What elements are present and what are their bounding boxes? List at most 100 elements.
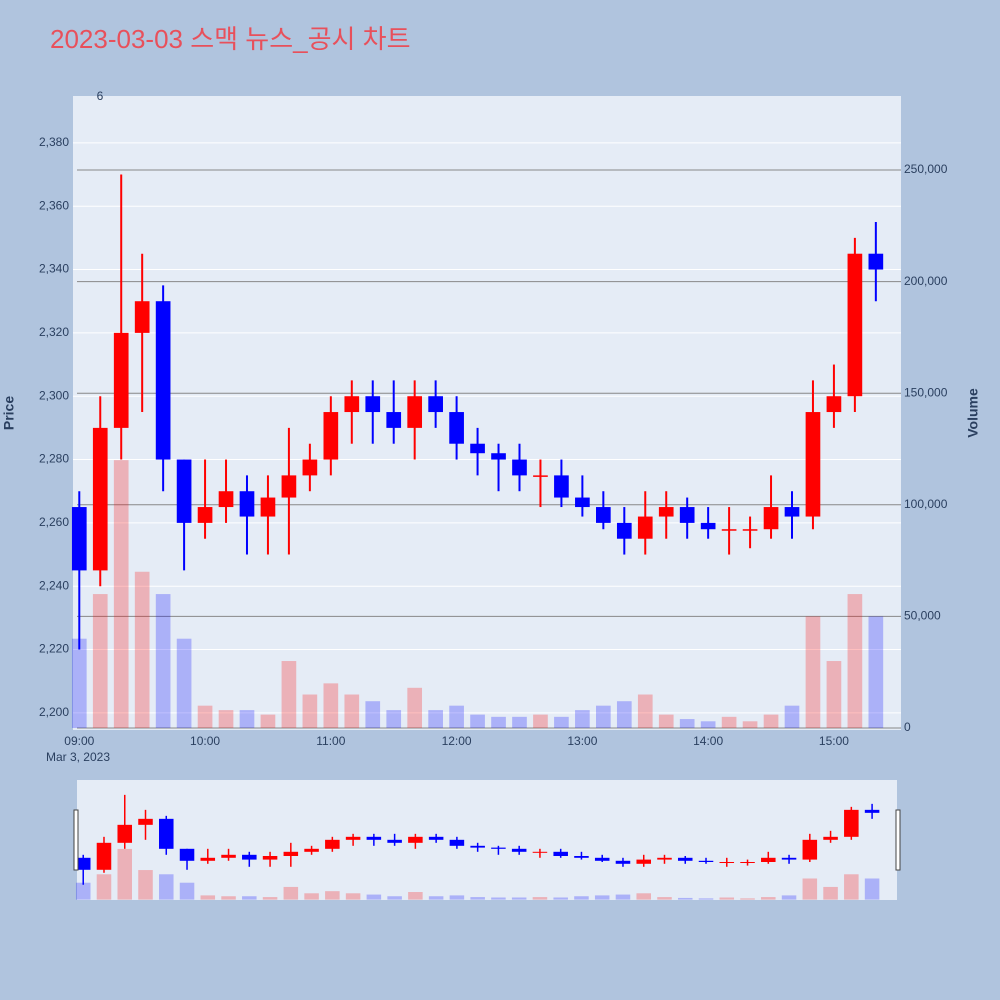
slider-candle-body	[574, 856, 589, 858]
slider-candle-body	[781, 857, 797, 860]
candle-body	[344, 396, 360, 413]
candle-body	[596, 507, 611, 523]
x-date-label: Mar 3, 2023	[46, 750, 110, 764]
slider-volume-bar	[636, 893, 651, 900]
slider-candle-body	[304, 848, 319, 852]
volume-bar	[323, 683, 339, 728]
slider-candle-body	[657, 857, 672, 860]
y-tick-label: 2,260	[39, 515, 69, 529]
y-axis-label: Price	[1, 396, 17, 430]
y-tick-label: 2,340	[39, 262, 69, 276]
slider-candle-body	[740, 861, 755, 863]
annotation: 6	[97, 89, 104, 103]
slider-candle-body	[262, 856, 278, 860]
slider-volume-bar	[138, 870, 153, 900]
slider-volume-bar	[761, 897, 776, 900]
slider-volume-bar	[283, 886, 299, 900]
slider-volume-bar	[159, 874, 174, 900]
candle-body	[218, 491, 234, 508]
candle-body	[554, 475, 569, 498]
slider-volume-bar	[574, 896, 589, 900]
candle-body	[176, 459, 192, 523]
y2-tick-label: 100,000	[904, 497, 948, 511]
volume-bar	[302, 694, 318, 728]
volume-bar	[596, 705, 611, 728]
slider-handle[interactable]	[73, 809, 79, 871]
slider-candle-body	[719, 861, 735, 863]
candle-body	[449, 412, 464, 444]
candle-body	[742, 529, 758, 531]
candle-body	[616, 522, 632, 539]
slider-candle-body	[428, 836, 444, 840]
y-tick-label: 2,200	[39, 705, 69, 719]
slider-candle-body	[408, 836, 423, 843]
slider-volume-bar	[677, 897, 693, 900]
slider-candle-body	[823, 836, 838, 840]
candle-body	[658, 507, 674, 517]
candle-body	[700, 522, 716, 530]
candle-body	[826, 396, 842, 413]
candle-body	[512, 459, 527, 476]
y2-tick-label: 0	[904, 720, 911, 734]
volume-bar	[763, 714, 779, 728]
slider-volume-bar	[615, 894, 631, 900]
volume-bar	[805, 616, 821, 728]
volume-bar	[658, 714, 674, 728]
volume-bar	[71, 638, 87, 728]
slider-candle-body	[449, 839, 465, 846]
slider-volume-bar	[75, 882, 91, 900]
slider-volume-bar	[262, 897, 278, 900]
volume-bar	[260, 714, 276, 728]
candle-body	[679, 507, 695, 523]
volume-bar	[197, 705, 213, 728]
candle-body	[407, 396, 423, 428]
slider-volume-bar	[449, 895, 465, 900]
slider-candle-body	[553, 851, 568, 857]
slider-handle[interactable]	[895, 809, 901, 871]
volume-bar	[575, 710, 590, 728]
slider-candle-body	[511, 848, 527, 852]
volume-bar	[637, 694, 653, 728]
slider-volume-bar	[823, 886, 838, 900]
slider-volume-bar	[117, 848, 133, 900]
slider-candle-body	[387, 839, 402, 843]
volume-bar	[721, 716, 737, 728]
slider-volume-bar	[532, 897, 548, 900]
volume-bar	[176, 638, 192, 728]
slider-volume-bar	[304, 893, 319, 900]
slider-volume-bar	[657, 897, 672, 900]
candle-body	[155, 301, 171, 460]
x-tick-label: 15:00	[819, 734, 849, 748]
candle-body	[868, 253, 884, 270]
slider-candle-body	[761, 857, 776, 862]
volume-bar	[407, 687, 423, 728]
slider-volume-bar	[408, 892, 423, 900]
volume-bar	[679, 719, 695, 728]
y-tick-label: 2,320	[39, 325, 69, 339]
slider-candle-body	[75, 857, 91, 870]
slider-volume-bar	[864, 878, 880, 900]
candle-body	[197, 507, 213, 523]
y-tick-label: 2,280	[39, 452, 69, 466]
range-slider[interactable]	[77, 780, 897, 900]
volume-bar	[470, 714, 485, 728]
slider-candle-body	[96, 842, 112, 870]
y-tick-label: 2,380	[39, 135, 69, 149]
slider-volume-bar	[511, 897, 527, 900]
chart-title: 2023-03-03 스맥 뉴스_공시 차트	[50, 24, 411, 54]
candle-body	[428, 396, 443, 413]
candle-body	[784, 507, 800, 517]
y-tick-label: 2,240	[39, 578, 69, 592]
slider-volume-bar	[325, 891, 340, 900]
x-tick-label: 09:00	[64, 734, 94, 748]
candle-body	[637, 516, 653, 539]
slider-candle-body	[470, 845, 485, 848]
volume-bar	[868, 616, 884, 728]
volume-bar	[742, 721, 758, 728]
slider-candle-body	[283, 851, 299, 857]
volume-bar	[365, 701, 381, 728]
slider-candle-body	[345, 836, 361, 840]
slider-candle-body	[200, 857, 216, 861]
candle-body	[239, 491, 255, 517]
volume-bar	[616, 701, 632, 728]
